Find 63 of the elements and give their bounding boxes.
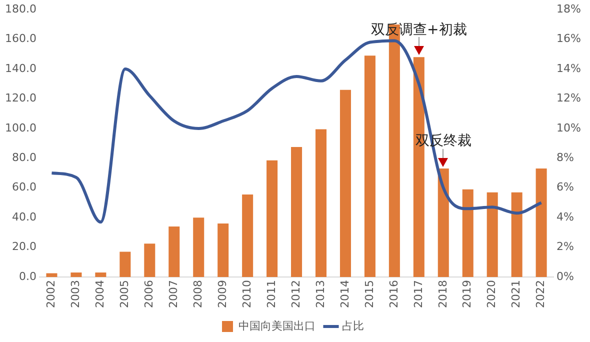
y-tick-label: 40.0	[12, 210, 36, 224]
bar	[242, 194, 254, 278]
x-tick-label: 2005	[118, 280, 132, 308]
bar	[438, 168, 449, 278]
x-tick-label: 2009	[216, 280, 229, 308]
y-tick-label: 20.0	[12, 240, 36, 254]
x-tick-label: 2010	[240, 280, 254, 308]
bar	[193, 218, 204, 278]
bar	[266, 160, 278, 278]
y-tick-label: 80.0	[12, 151, 36, 164]
y2-tick-label: 8%	[556, 151, 574, 164]
x-tick-label: 2019	[460, 280, 474, 308]
x-tick-label: 2021	[510, 280, 523, 308]
y2-tick-label: 14%	[556, 62, 582, 75]
y-tick-label: 180.0	[4, 2, 36, 16]
y-tick-label: 0.0	[18, 270, 36, 283]
bar	[486, 192, 498, 278]
legend-label: 中国向美国出口	[238, 319, 316, 332]
y2-tick-label: 16%	[556, 32, 582, 46]
bar	[364, 56, 376, 278]
bar	[95, 272, 106, 278]
y2-tick-label: 6%	[556, 180, 574, 194]
y-tick-label: 100.0	[4, 121, 36, 134]
x-tick-label: 2004	[94, 280, 107, 308]
x-tick-label: 2008	[191, 280, 204, 308]
bar	[144, 244, 156, 278]
y-tick-label: 140.0	[4, 62, 36, 75]
y2-tick-label: 12%	[556, 92, 582, 105]
x-tick-label: 2018	[436, 280, 450, 308]
x-tick-label: 2013	[314, 280, 327, 308]
bar	[168, 226, 180, 278]
legend-label: 占比	[342, 319, 364, 332]
x-tick-label: 2017	[412, 280, 425, 308]
bar	[315, 129, 327, 278]
x-tick-label: 2014	[338, 280, 352, 308]
bar	[120, 252, 131, 278]
bar	[291, 147, 302, 278]
y2-tick-label: 0%	[556, 270, 574, 283]
y-tick-label: 60.0	[12, 180, 36, 194]
y2-tick-label: 4%	[556, 210, 574, 224]
x-tick-label: 2003	[69, 280, 82, 308]
bar	[218, 224, 229, 278]
x-tick-label: 2015	[362, 280, 376, 308]
bar	[46, 273, 58, 278]
bar	[511, 192, 522, 278]
bar	[70, 272, 82, 278]
y-tick-label: 160.0	[4, 32, 36, 46]
x-tick-label: 2020	[485, 280, 498, 308]
y-tick-label: 120.0	[4, 92, 36, 105]
bar	[340, 90, 351, 278]
bar	[536, 168, 547, 278]
y2-tick-label: 10%	[556, 121, 582, 134]
y2-tick-label: 2%	[556, 240, 574, 254]
y2-tick-label: 18%	[556, 2, 582, 16]
x-tick-label: 2011	[264, 280, 278, 308]
x-tick-label: 2016	[387, 280, 400, 308]
x-tick-label: 2012	[289, 280, 302, 308]
x-tick-label: 2022	[534, 280, 548, 308]
bar	[462, 189, 474, 278]
x-tick-label: 2007	[166, 280, 180, 308]
x-tick-label: 2006	[142, 280, 156, 308]
x-tick-label: 2002	[44, 280, 58, 308]
line-series	[50, 39, 543, 224]
